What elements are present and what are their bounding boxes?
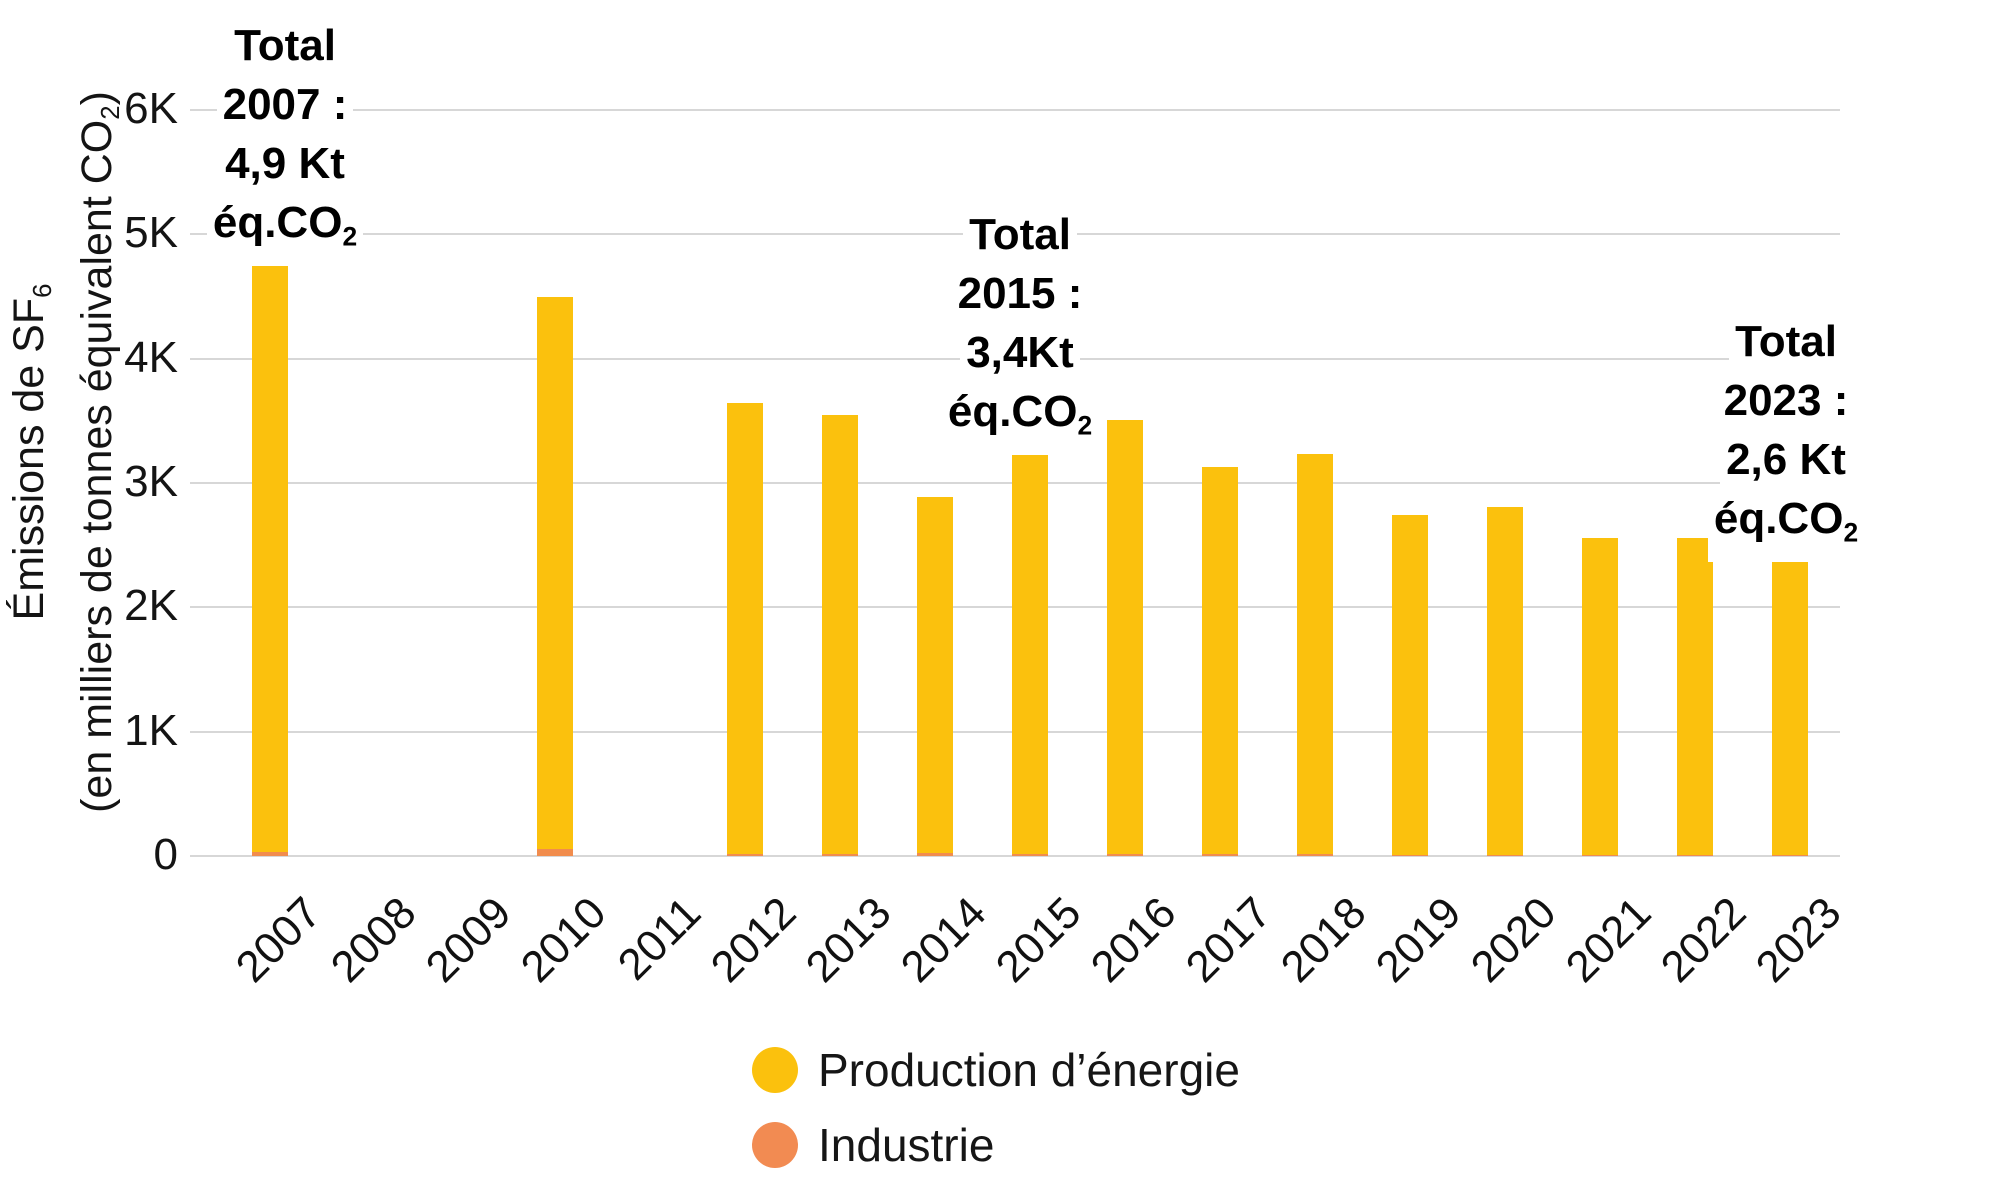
x-axis-label-2018: 2018 — [1271, 888, 1376, 992]
y-axis-title-text: Émissions de SF — [4, 297, 53, 621]
x-axis-label-2020: 2020 — [1461, 888, 1566, 992]
bar-2015-industrie — [1012, 854, 1048, 856]
x-axis-label-2023: 2023 — [1746, 888, 1851, 992]
annotation-line: 2023 : — [1717, 371, 1855, 430]
bar-2014-industrie — [917, 852, 953, 856]
x-axis-label-2014: 2014 — [891, 888, 996, 992]
x-axis-label-2019: 2019 — [1366, 888, 1471, 992]
annotation-subscript: 2 — [342, 221, 358, 252]
bar-2010-industrie — [537, 848, 573, 856]
y-tick-label-6K: 6K — [124, 84, 178, 133]
annotation-line: 2,6 Kt — [1720, 430, 1852, 489]
annotation-row: éq.CO2 — [1576, 489, 1996, 563]
annotation-row: 2023 : — [1576, 371, 1996, 430]
bar-2016-industrie — [1107, 853, 1143, 856]
bar-2019-industrie — [1392, 854, 1428, 856]
y-tick-label-0: 0 — [153, 830, 178, 879]
subscript-6: 6 — [29, 283, 57, 298]
annotation-line: éq.CO2 — [1707, 489, 1865, 563]
y-tick-label-5K: 5K — [124, 208, 178, 258]
annotation-line: 4,9 Kt — [219, 134, 351, 193]
legend-label-production: Production d’énergie — [818, 1043, 1240, 1096]
annotation-row: éq.CO2 — [75, 193, 495, 267]
bar-2012-industrie — [727, 854, 763, 856]
gridline-6K — [190, 109, 1840, 111]
bar-2018-industrie — [1297, 854, 1333, 856]
annotation-line: 2015 : — [951, 264, 1089, 323]
annotation-subscript: 2 — [1843, 517, 1859, 548]
x-axis-label-2017: 2017 — [1176, 888, 1281, 992]
annotation-total-2007: Total 2007 :4,9 Kt éq.CO2 — [75, 16, 495, 267]
annotation-line: éq.CO2 — [206, 193, 364, 267]
bar-2023-production-energie — [1772, 535, 1808, 855]
x-axis-label-2009: 2009 — [416, 888, 521, 992]
annotation-row: 2,6 Kt — [1576, 430, 1996, 489]
bar-2021-production-energie — [1582, 538, 1618, 855]
annotation-row: Total — [75, 16, 495, 75]
bar-2021-industrie — [1582, 854, 1618, 856]
y-tick-label-3K: 3K — [124, 457, 178, 506]
annotation-row: 2007 : — [75, 75, 495, 134]
legend-item-production-energie: Production d’énergie — [752, 1032, 1240, 1107]
annotation-row: 4,9 Kt — [75, 134, 495, 193]
legend-item-industrie: Industrie — [752, 1107, 1240, 1182]
bar-2013-production-energie — [822, 415, 858, 855]
x-axis-label-2022: 2022 — [1651, 888, 1756, 992]
annotation-row: Total — [1576, 312, 1996, 371]
legend-dot-production-icon — [752, 1046, 798, 1093]
bar-2015-production-energie — [1012, 432, 1048, 855]
bar-2017-production-energie — [1202, 466, 1238, 855]
bar-2013-industrie — [822, 854, 858, 856]
annotation-total-2023: Total 2023 :2,6 Kt éq.CO2 — [1576, 312, 1996, 563]
annotation-line: Total — [963, 205, 1077, 264]
bar-2014-production-energie — [917, 496, 953, 853]
x-axis-label-2016: 2016 — [1081, 888, 1186, 992]
annotation-subscript: 2 — [1077, 410, 1093, 441]
bar-2010-production-energie — [537, 296, 573, 849]
bar-2020-industrie — [1487, 854, 1523, 856]
bar-2022-production-energie — [1677, 538, 1713, 855]
annotation-row: éq.CO2 — [810, 382, 1230, 456]
annotation-line: Total — [1729, 312, 1843, 371]
annotation-line: 3,4Kt — [960, 323, 1080, 382]
bar-2007-industrie — [252, 852, 288, 856]
annotation-total-2015: Total 2015 :3,4Kt éq.CO2 — [810, 205, 1230, 456]
annotation-row: 2015 : — [810, 264, 1230, 323]
x-axis-label-2008: 2008 — [321, 888, 426, 992]
annotation-row: 3,4Kt — [810, 323, 1230, 382]
bar-2016-production-energie — [1107, 419, 1143, 854]
x-axis-label-2021: 2021 — [1556, 888, 1661, 992]
bar-2018-production-energie — [1297, 454, 1333, 855]
legend: Production d’énergie Industrie — [752, 1032, 1240, 1182]
x-axis-label-2015: 2015 — [986, 888, 1091, 992]
bar-2020-production-energie — [1487, 507, 1523, 855]
bar-2019-production-energie — [1392, 515, 1428, 855]
bar-2022-industrie — [1677, 854, 1713, 856]
annotation-line: 2007 : — [216, 75, 354, 134]
annotation-line: Total — [228, 16, 342, 75]
annotation-row: Total — [810, 205, 1230, 264]
x-axis-label-2012: 2012 — [701, 888, 806, 992]
legend-dot-industrie-icon — [752, 1121, 798, 1168]
x-axis-label-2013: 2013 — [796, 888, 901, 992]
bar-2023-industrie — [1772, 854, 1808, 856]
bar-2012-production-energie — [727, 402, 763, 855]
x-axis-label-2011: 2011 — [609, 888, 711, 990]
annotation-line: éq.CO2 — [941, 382, 1099, 456]
x-axis-label-2007: 2007 — [226, 888, 331, 992]
y-tick-label-2K: 2K — [124, 581, 178, 631]
legend-label-industrie: Industrie — [818, 1118, 995, 1171]
bar-2007-production-energie — [252, 243, 288, 853]
y-tick-label-1K: 1K — [124, 705, 178, 755]
y-axis-title-line1: Émissions de SF6 — [2, 91, 70, 813]
gridline-0 — [190, 855, 1840, 857]
x-axis-label-2010: 2010 — [511, 888, 616, 992]
bar-2017-industrie — [1202, 854, 1238, 856]
y-tick-label-4K: 4K — [124, 332, 178, 382]
